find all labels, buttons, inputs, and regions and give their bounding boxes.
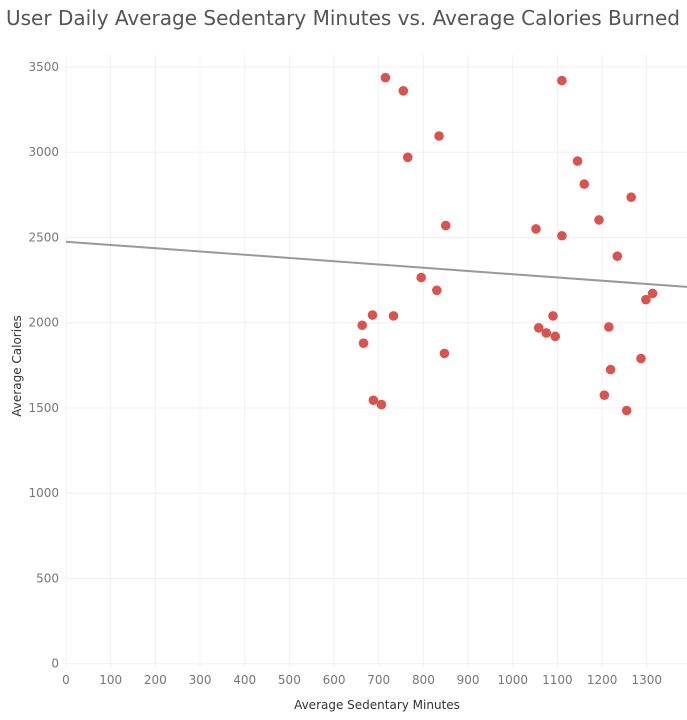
x-tick-label: 500 <box>278 673 301 687</box>
x-tick-label: 600 <box>323 673 346 687</box>
y-tick-label: 1000 <box>28 486 59 500</box>
data-point <box>600 390 610 400</box>
data-point <box>626 192 636 202</box>
data-point <box>531 224 541 234</box>
data-point <box>594 215 604 225</box>
data-point <box>548 311 558 321</box>
x-tick-label: 400 <box>233 673 256 687</box>
x-tick-label: 1300 <box>632 673 663 687</box>
y-tick-label: 0 <box>51 657 59 671</box>
data-point <box>377 400 387 410</box>
data-point <box>441 221 451 231</box>
data-point <box>579 179 589 189</box>
data-point <box>557 76 567 86</box>
x-tick-label: 700 <box>367 673 390 687</box>
grid-lines <box>66 55 687 668</box>
trend-line-group <box>66 242 687 287</box>
data-point <box>550 332 560 342</box>
data-point <box>636 354 646 364</box>
data-point <box>440 349 450 359</box>
data-point <box>416 273 426 283</box>
y-tick-label: 2000 <box>28 316 59 330</box>
x-axis-title: Average Sedentary Minutes <box>294 698 460 712</box>
data-point <box>403 153 413 163</box>
y-tick-label: 3000 <box>28 145 59 159</box>
data-point <box>622 406 632 416</box>
data-point <box>541 328 551 338</box>
data-point <box>389 311 399 321</box>
x-tick-label: 300 <box>189 673 212 687</box>
x-tick-label: 0 <box>62 673 70 687</box>
data-point <box>432 286 442 296</box>
data-point <box>368 310 378 320</box>
data-point <box>606 365 616 375</box>
x-tick-label: 900 <box>457 673 480 687</box>
x-tick-label: 1200 <box>587 673 618 687</box>
y-tick-label: 3500 <box>28 60 59 74</box>
data-point <box>613 251 623 261</box>
data-point <box>357 320 367 330</box>
data-point <box>399 86 409 96</box>
data-point <box>604 322 614 332</box>
trend-line <box>66 242 687 287</box>
data-points <box>357 73 657 415</box>
x-tick-label: 1100 <box>542 673 573 687</box>
x-tick-label: 1000 <box>497 673 528 687</box>
x-tick-label: 100 <box>99 673 122 687</box>
y-axis-title: Average Calories <box>10 315 24 416</box>
y-tick-label: 500 <box>36 571 59 585</box>
data-point <box>573 156 583 166</box>
y-tick-label: 1500 <box>28 401 59 415</box>
data-point <box>434 131 444 141</box>
x-tick-label: 800 <box>412 673 435 687</box>
y-axis-ticks: 0 500 1000 1500 2000 2500 3000 3500 <box>28 60 59 671</box>
y-tick-label: 2500 <box>28 230 59 244</box>
data-point <box>641 295 651 305</box>
data-point <box>359 338 369 348</box>
x-axis-ticks: 0 100 200 300 400 500 600 700 800 900 1000 1100 1200… <box>62 673 662 687</box>
data-point <box>557 231 567 241</box>
data-point <box>381 73 391 83</box>
x-tick-label: 200 <box>144 673 167 687</box>
